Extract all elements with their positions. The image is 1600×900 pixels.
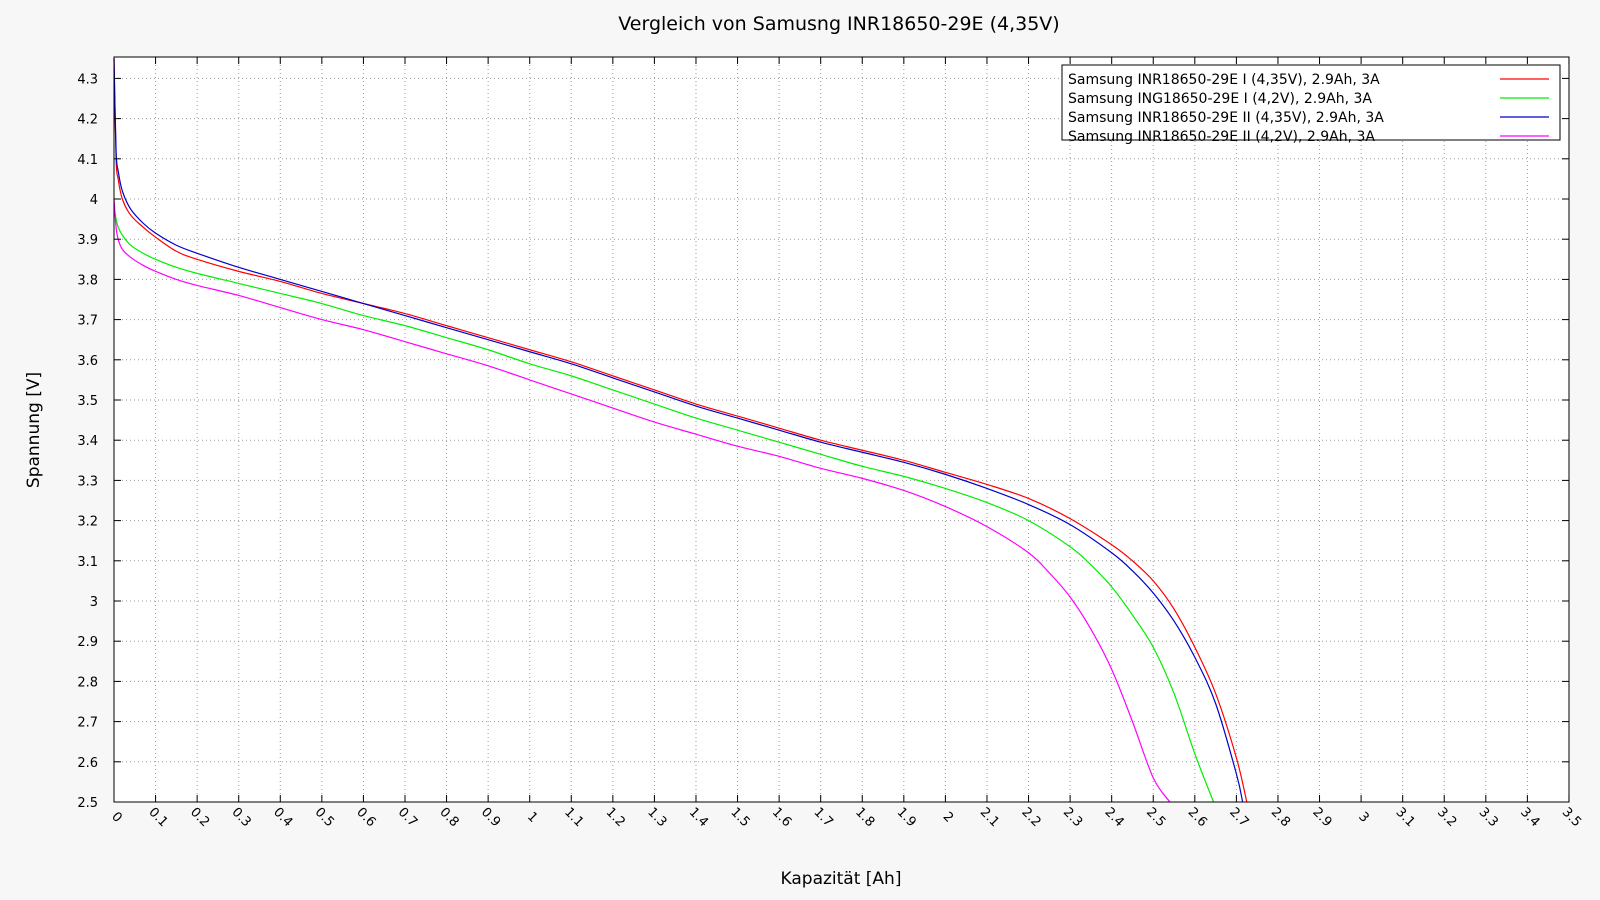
x-tick-label: 0	[108, 809, 124, 825]
x-tick-label: 1.2	[603, 805, 628, 830]
x-tick-label: 3.1	[1393, 805, 1418, 830]
legend: Samsung INR18650-29E I (4,35V), 2.9Ah, 3…	[1061, 64, 1561, 145]
plot-frame	[113, 56, 1570, 803]
x-tick-label: 2.9	[1309, 805, 1334, 830]
x-tick-label: 0.6	[353, 805, 378, 830]
y-tick-label: 4.3	[77, 72, 98, 87]
y-tick-label: 3.8	[77, 273, 98, 288]
x-tick-label: 3.4	[1517, 805, 1542, 830]
y-tick-label: 3.2	[77, 515, 98, 530]
x-tick-label: 1.1	[561, 805, 586, 830]
ticks	[113, 57, 1570, 803]
x-tick-label: 2.3	[1060, 805, 1085, 830]
x-tick-label: 2.6	[1185, 805, 1210, 830]
y-tick-label: 3.7	[77, 314, 98, 329]
x-tick-label: 1	[524, 809, 540, 825]
x-tick-label: 1.9	[894, 805, 919, 830]
y-tick-label: 2.7	[77, 716, 98, 731]
y-tick-label: 4	[90, 193, 98, 208]
x-tick-label: 1.5	[727, 805, 752, 830]
legend-label-3: Samsung INR18650-29E II (4,35V), 2.9Ah, …	[1068, 110, 1384, 126]
x-tick-label: 1.6	[769, 805, 794, 830]
x-tick-label: 0.8	[436, 805, 461, 830]
x-tick-labels: 0 0.1 0.2 0.3 0.4 0.5 0.6 0.7 0.8 0.9 1 1.1 1.2 1.3 1.…	[108, 805, 1584, 830]
x-tick-label: 1.7	[811, 805, 836, 830]
chart-title: Vergleich von Samusng INR18650-29E (4,35…	[618, 13, 1059, 35]
x-tick-label: 1.3	[644, 805, 669, 830]
x-tick-label: 0.9	[478, 805, 503, 830]
y-axis-title: Spannung [V]	[24, 372, 44, 488]
x-tick-label: 1.8	[852, 805, 877, 830]
y-tick-label: 3	[90, 595, 98, 610]
y-tick-label: 2.5	[77, 796, 98, 811]
grid	[114, 57, 1569, 802]
x-tick-label: 3	[1355, 809, 1371, 825]
y-tick-label: 2.8	[77, 675, 98, 690]
x-tick-label: 2	[940, 809, 956, 825]
y-tick-label: 2.9	[77, 635, 98, 650]
x-tick-label: 0.1	[145, 805, 170, 830]
y-tick-label: 3.1	[77, 555, 98, 570]
x-tick-label: 2.5	[1143, 805, 1168, 830]
series-line-1	[113, 58, 1248, 803]
x-tick-label: 2.7	[1226, 805, 1251, 830]
y-tick-label: 3.3	[77, 474, 98, 489]
legend-label-2: Samsung ING18650-29E I (4,2V), 2.9Ah, 3A	[1068, 91, 1372, 107]
x-tick-label: 2.2	[1018, 805, 1043, 830]
x-tick-label: 0.4	[270, 805, 295, 830]
legend-box	[1061, 64, 1561, 141]
x-tick-label: 0.7	[395, 805, 420, 830]
x-tick-label: 2.4	[1102, 805, 1127, 830]
y-tick-label: 4.1	[77, 153, 98, 168]
y-tick-label: 3.9	[77, 233, 98, 248]
legend-label-1: Samsung INR18650-29E I (4,35V), 2.9Ah, 3…	[1068, 72, 1380, 88]
plot-background	[114, 57, 1569, 802]
series-lines	[113, 58, 1248, 803]
x-tick-label: 0.3	[229, 805, 254, 830]
y-tick-labels: 2.5 2.6 2.7 2.8 2.9 3 3.1 3.2 3.3 3.4 3.5 3.6 3.7 3.8…	[77, 72, 98, 811]
y-tick-label: 4.2	[77, 113, 98, 128]
y-tick-label: 2.6	[77, 756, 98, 771]
x-tick-label: 3.5	[1559, 805, 1584, 830]
x-tick-label: 1.4	[686, 805, 711, 830]
legend-label-4: Samsung INR18650-29E II (4,2V), 2.9Ah, 3…	[1068, 129, 1375, 145]
y-tick-label: 3.5	[77, 394, 98, 409]
series-line-4	[113, 198, 1171, 803]
y-tick-label: 3.4	[77, 434, 98, 449]
x-tick-label: 0.5	[312, 805, 337, 830]
x-tick-label: 2.8	[1268, 805, 1293, 830]
x-axis-title: Kapazität [Ah]	[781, 869, 902, 889]
y-tick-label: 3.6	[77, 354, 98, 369]
x-tick-label: 0.2	[187, 805, 212, 830]
series-line-3	[113, 58, 1244, 803]
x-tick-label: 3.2	[1434, 805, 1459, 830]
x-tick-label: 3.3	[1476, 805, 1501, 830]
series-line-2	[113, 206, 1215, 803]
x-tick-label: 2.1	[977, 805, 1002, 830]
